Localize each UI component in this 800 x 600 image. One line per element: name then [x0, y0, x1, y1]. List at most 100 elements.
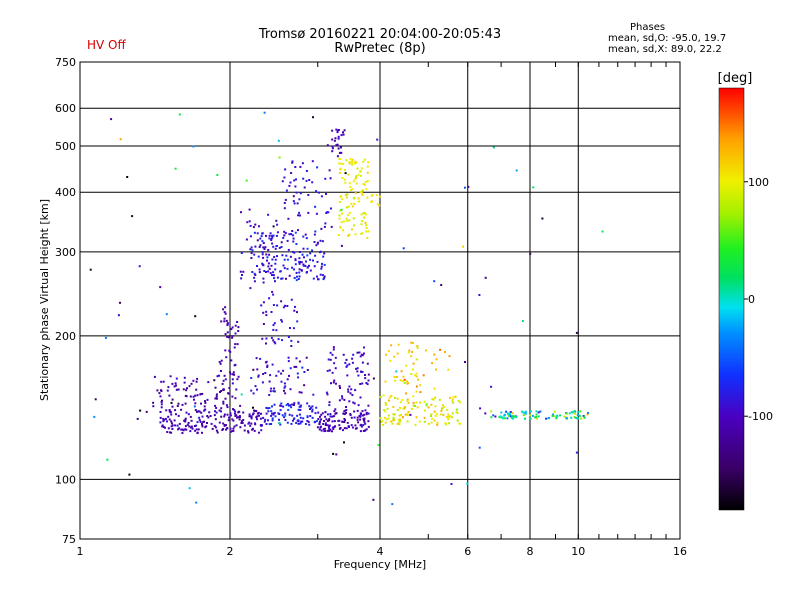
data-point: [580, 417, 583, 420]
data-point: [180, 408, 183, 411]
data-point: [219, 391, 221, 393]
data-point: [343, 421, 346, 423]
data-point: [321, 262, 323, 265]
data-point: [503, 413, 506, 416]
data-point: [281, 254, 284, 257]
data-point: [272, 328, 275, 331]
data-point: [206, 422, 208, 424]
data-point: [343, 427, 346, 430]
data-point: [252, 226, 255, 229]
data-point: [529, 417, 532, 420]
data-point: [241, 274, 243, 276]
data-point: [252, 368, 255, 371]
data-point: [165, 417, 167, 420]
grid-lines: [80, 62, 681, 539]
data-point: [296, 311, 298, 314]
data-point: [339, 387, 341, 389]
data-point: [294, 231, 297, 234]
data-point: [222, 402, 225, 405]
data-point: [262, 416, 265, 419]
data-point: [367, 404, 370, 407]
data-point: [271, 236, 274, 239]
data-point: [339, 151, 342, 154]
data-point: [338, 172, 341, 174]
data-point: [317, 411, 320, 414]
data-point: [357, 404, 360, 407]
data-point: [166, 431, 169, 433]
data-point: [378, 195, 381, 198]
data-point: [328, 401, 331, 404]
data-point: [500, 411, 503, 414]
data-point: [189, 430, 192, 433]
data-point: [363, 419, 365, 422]
data-point: [268, 237, 271, 240]
data-point: [582, 414, 585, 417]
colorbar-unit: [deg]: [718, 71, 753, 86]
data-point: [290, 233, 293, 236]
data-point: [296, 419, 299, 422]
data-point: [285, 189, 288, 192]
data-point: [409, 413, 412, 416]
data-point: [270, 336, 273, 339]
data-point: [298, 262, 301, 265]
data-point: [351, 357, 354, 360]
data-point: [436, 423, 439, 426]
data-point: [193, 405, 196, 408]
data-point: [272, 413, 275, 416]
data-point: [434, 414, 437, 417]
data-point: [342, 353, 345, 356]
data-point: [342, 429, 344, 432]
data-point: [268, 394, 271, 396]
data-point: [271, 412, 273, 415]
data-point: [284, 304, 286, 307]
data-point: [239, 426, 242, 429]
data-point: [397, 343, 400, 346]
data-point: [259, 357, 262, 360]
data-point: [301, 253, 304, 256]
data-point: [335, 128, 338, 131]
data-point: [303, 186, 306, 189]
data-point: [393, 413, 396, 416]
data-point: [419, 391, 422, 394]
data-point: [341, 198, 344, 201]
data-point: [273, 277, 276, 280]
data-point: [201, 415, 204, 418]
data-point: [242, 419, 245, 421]
data-point: [295, 191, 298, 194]
data-point: [166, 389, 169, 392]
data-point: [266, 407, 269, 410]
data-point: [235, 424, 238, 427]
data-point: [400, 414, 402, 416]
data-point: [377, 444, 380, 446]
data-point: [342, 229, 344, 232]
data-point: [359, 412, 362, 415]
data-point: [238, 416, 241, 419]
data-point: [327, 211, 330, 214]
data-point: [390, 344, 393, 347]
data-point: [271, 258, 274, 261]
data-point: [329, 428, 332, 431]
data-point: [479, 407, 482, 410]
data-point: [220, 320, 223, 323]
data-point: [270, 387, 273, 390]
data-point: [276, 255, 278, 258]
data-point: [248, 421, 251, 424]
data-point: [159, 421, 162, 424]
data-point: [306, 254, 309, 257]
data-point: [269, 232, 272, 235]
data-point: [283, 176, 286, 179]
data-point: [306, 266, 309, 269]
data-point: [263, 111, 266, 114]
data-point: [441, 407, 444, 410]
data-point: [165, 409, 168, 412]
data-point: [256, 388, 258, 391]
data-point: [236, 378, 239, 381]
data-point: [293, 251, 296, 254]
data-point: [159, 395, 162, 398]
data-point: [290, 298, 293, 301]
data-point: [164, 426, 166, 429]
data-point: [509, 411, 512, 413]
data-point: [345, 365, 348, 368]
data-point: [315, 190, 318, 193]
data-point: [359, 383, 362, 385]
